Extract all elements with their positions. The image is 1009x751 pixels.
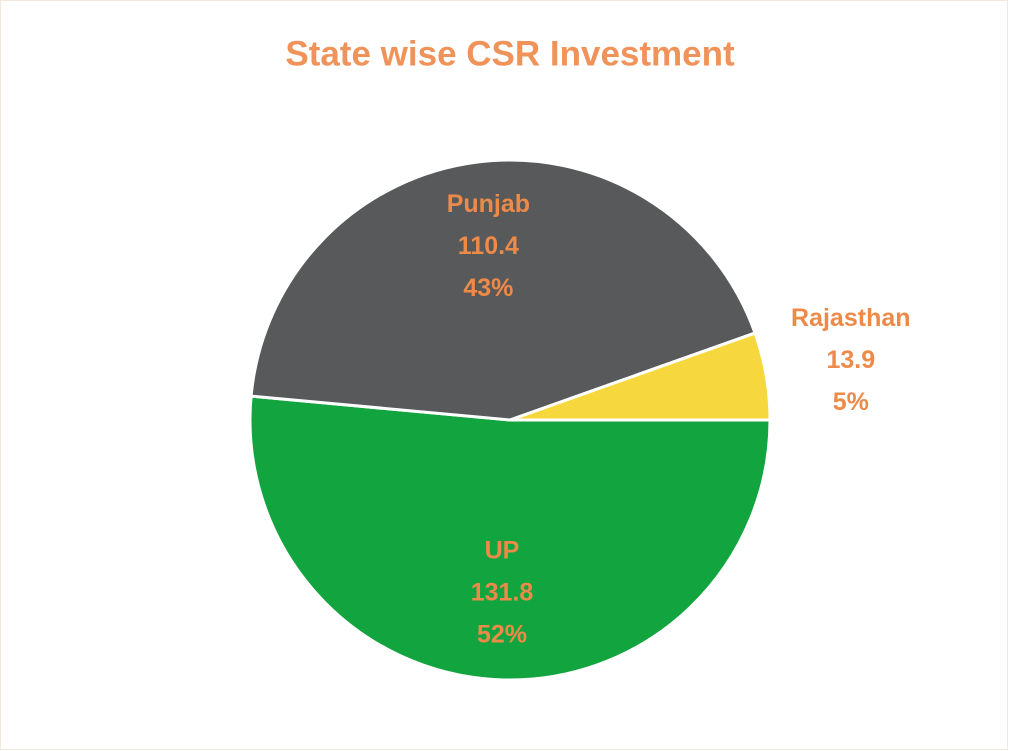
value-label: 13.9 bbox=[826, 346, 875, 374]
pie-slice bbox=[248, 394, 772, 682]
value-label: 131.8 bbox=[471, 579, 534, 607]
slice-label: UP bbox=[485, 537, 520, 565]
pie-slice bbox=[249, 158, 757, 422]
percent-label: 43% bbox=[463, 274, 513, 302]
slice-label: Punjab bbox=[447, 190, 530, 218]
percent-label: 5% bbox=[833, 388, 869, 416]
slice-label: Rajasthan bbox=[791, 304, 910, 332]
pie-slice bbox=[509, 331, 772, 422]
percent-label: 52% bbox=[477, 621, 527, 649]
chart-title: State wise CSR Investment bbox=[285, 34, 735, 73]
value-label: 110.4 bbox=[458, 232, 519, 260]
